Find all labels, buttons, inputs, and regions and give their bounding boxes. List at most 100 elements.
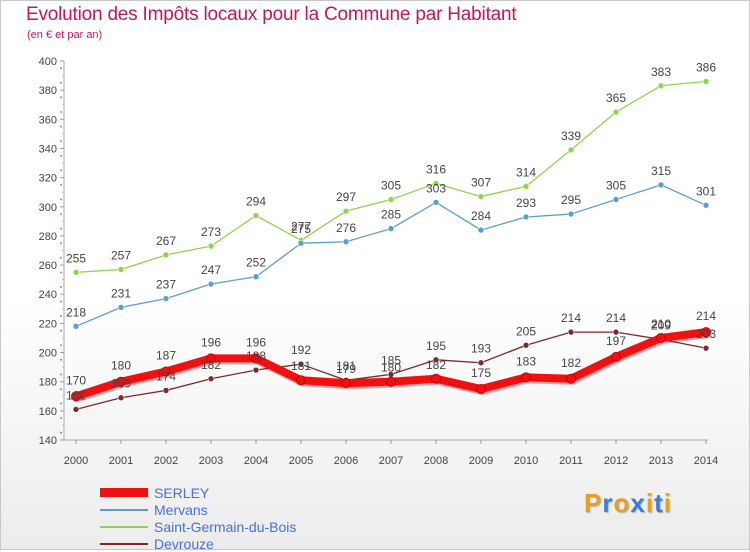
- data-label-saint-germain-du-bois: 257: [111, 248, 131, 262]
- y-tick-label: 340: [39, 143, 57, 155]
- legend-label-mervans: Mervans: [154, 501, 208, 518]
- data-point-saint-germain-du-bois: [432, 180, 440, 187]
- x-tick-label: 2005: [289, 455, 313, 467]
- data-label-devrouze: 195: [426, 339, 446, 353]
- legend-swatch-devrouze: [100, 542, 148, 545]
- data-label-saint-germain-du-bois: 277: [291, 219, 311, 233]
- chart-title: Evolution des Impôts locaux pour la Comm…: [26, 4, 517, 25]
- data-point-mervans: [567, 210, 575, 218]
- data-label-serley: 170: [66, 373, 86, 387]
- data-label-mervans: 293: [516, 196, 536, 210]
- data-label-mervans: 252: [246, 256, 266, 270]
- data-point-serley: [251, 353, 261, 364]
- y-axis-dot: [60, 286, 62, 288]
- data-label-saint-germain-du-bois: 383: [651, 65, 671, 79]
- data-point-saint-germain-du-bois: [657, 82, 665, 90]
- chart-legend: SERLEY Mervans Saint-Germain-du-Bois Dev…: [100, 484, 296, 552]
- data-point-saint-germain-du-bois: [342, 207, 350, 215]
- chart-subtitle: (en € et par an): [27, 29, 103, 41]
- data-point-serley: [296, 375, 306, 386]
- data-label-serley-overlap: 182: [426, 358, 446, 372]
- legend-swatch-mervans: [100, 508, 148, 511]
- legend-item-serley: SERLEY: [100, 484, 296, 501]
- data-label-devrouze: 203: [696, 327, 716, 341]
- y-axis-dot: [60, 184, 62, 186]
- data-point-devrouze: [162, 387, 170, 394]
- y-tick-label: 280: [39, 231, 57, 243]
- x-tick-label: 2006: [334, 455, 358, 467]
- y-axis-dot: [60, 96, 62, 99]
- data-label-mervans: 301: [696, 184, 716, 198]
- y-axis-dot: [60, 358, 62, 361]
- x-tick-label: 2013: [649, 455, 673, 467]
- data-point-devrouze: [702, 344, 710, 352]
- data-label-serley-overlap: 179: [336, 362, 356, 376]
- data-label-serley-overlap: 181: [291, 359, 311, 373]
- data-label-saint-germain-du-bois: 267: [156, 234, 176, 248]
- data-label-saint-germain-du-bois: 294: [246, 195, 266, 209]
- y-axis-dot: [60, 111, 62, 113]
- data-label-mervans: 295: [561, 193, 581, 207]
- data-label-mervans: 237: [156, 278, 176, 292]
- legend-swatch-serley: [100, 488, 148, 497]
- data-point-serley: [431, 373, 441, 384]
- data-point-saint-germain-du-bois: [477, 193, 485, 200]
- logo-letter: o: [613, 488, 631, 518]
- data-label-mervans: 284: [471, 209, 491, 223]
- y-tick-label: 180: [39, 377, 57, 389]
- x-tick-label: 2001: [109, 455, 133, 467]
- data-label-saint-germain-du-bois: 314: [516, 165, 536, 179]
- data-label-saint-germain-du-bois: 386: [696, 60, 716, 74]
- data-point-mervans: [117, 304, 125, 311]
- data-label-mervans: 285: [381, 208, 401, 222]
- data-point-serley: [476, 383, 486, 394]
- data-point-saint-germain-du-bois: [72, 269, 80, 276]
- data-label-saint-germain-du-bois: 255: [66, 251, 86, 265]
- y-tick-label: 140: [39, 435, 57, 447]
- x-tick-label: 2002: [154, 455, 178, 467]
- data-point-mervans: [252, 273, 260, 281]
- y-axis-dot: [60, 81, 62, 84]
- data-label-saint-germain-du-bois: 316: [426, 162, 446, 176]
- data-label-serley-overlap: 210: [651, 317, 671, 331]
- data-label-saint-germain-du-bois: 273: [201, 225, 221, 239]
- x-tick-label: 2004: [244, 455, 268, 467]
- data-label-mervans: 276: [336, 221, 356, 235]
- data-point-serley: [566, 373, 576, 384]
- y-axis-dot: [60, 227, 62, 230]
- data-point-saint-germain-du-bois: [207, 242, 215, 250]
- data-label-devrouze: 188: [246, 349, 266, 363]
- y-tick-label: 160: [39, 406, 57, 418]
- data-point-serley: [701, 327, 711, 338]
- data-label-mervans: 303: [426, 181, 446, 195]
- y-axis-dot: [60, 213, 62, 215]
- data-label-mervans: 247: [201, 263, 221, 277]
- x-tick-label: 2014: [694, 455, 718, 467]
- logo-letter: x: [630, 488, 646, 518]
- data-point-devrouze: [612, 328, 620, 336]
- y-axis-dot: [60, 402, 62, 405]
- data-point-serley: [341, 378, 351, 389]
- data-point-devrouze: [297, 360, 305, 368]
- data-point-devrouze: [522, 341, 530, 349]
- x-tick-label: 2010: [514, 455, 538, 467]
- data-point-mervans: [297, 239, 305, 247]
- data-label-mervans: 218: [66, 305, 86, 319]
- data-label-devrouze: 209: [651, 318, 671, 332]
- data-label-devrouze: 182: [201, 358, 221, 372]
- data-point-devrouze: [117, 394, 125, 402]
- logo-letter: P: [584, 488, 603, 518]
- y-axis-dot: [60, 140, 62, 143]
- data-label-mervans: 315: [651, 164, 671, 178]
- data-point-mervans: [387, 225, 395, 232]
- data-point-devrouze: [567, 328, 575, 336]
- data-point-serley: [386, 376, 396, 387]
- data-point-devrouze: [207, 375, 215, 383]
- legend-item-saint-germain-du-bois: Saint-Germain-du-Bois: [100, 518, 296, 535]
- logo-letter: r: [602, 488, 614, 518]
- y-axis-dot: [60, 198, 62, 201]
- data-point-mervans: [432, 199, 440, 206]
- y-tick-label: 320: [39, 173, 57, 185]
